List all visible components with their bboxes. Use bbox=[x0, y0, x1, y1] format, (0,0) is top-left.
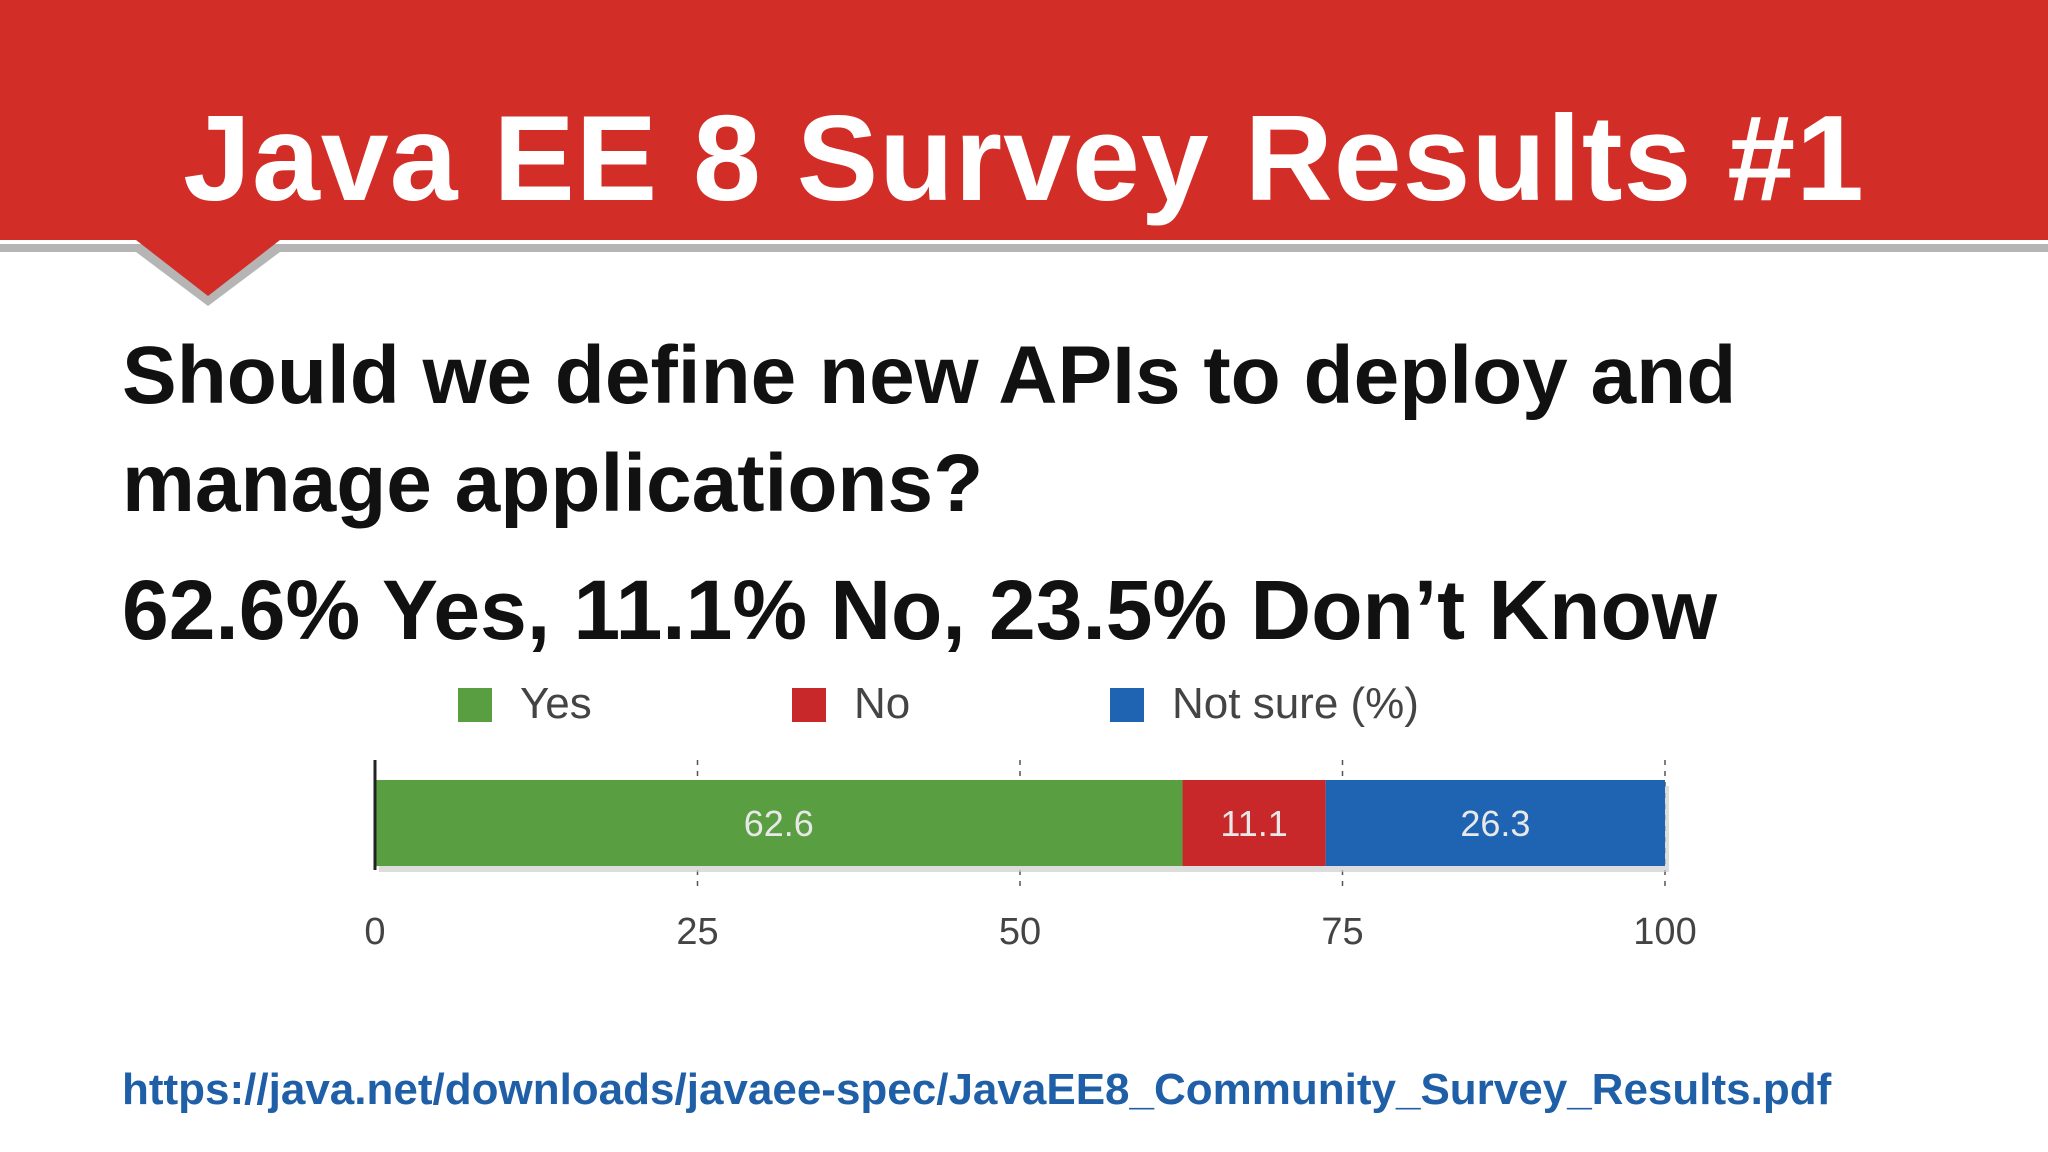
survey-question: Should we define new APIs to deploy and … bbox=[122, 322, 1822, 538]
legend-swatch-1 bbox=[792, 688, 826, 722]
banner-shadow bbox=[0, 244, 2048, 306]
legend-label-2: Not sure (%) bbox=[1172, 679, 1419, 728]
slide-title: Java EE 8 Survey Results #1 bbox=[183, 90, 1865, 226]
question-line-2: manage applications? bbox=[122, 438, 984, 529]
bar-segment-1 bbox=[1182, 780, 1326, 866]
data-label-1: 11.1 bbox=[1220, 803, 1287, 844]
source-link[interactable]: https://java.net/downloads/javaee-spec/J… bbox=[122, 1065, 1832, 1114]
x-tick-label-0: 0 bbox=[364, 911, 385, 953]
legend-swatch-2 bbox=[1110, 688, 1144, 722]
x-tick-label-1: 25 bbox=[676, 911, 718, 953]
x-tick-label-4: 100 bbox=[1633, 911, 1696, 953]
title-banner bbox=[0, 0, 2048, 306]
legend-label-0: Yes bbox=[520, 679, 592, 728]
legend-label-1: No bbox=[854, 679, 910, 728]
data-label-2: 26.3 bbox=[1460, 803, 1530, 844]
bar-segment-2 bbox=[1325, 780, 1665, 866]
data-label-0: 62.6 bbox=[744, 803, 814, 844]
x-tick-label-3: 75 bbox=[1321, 911, 1363, 953]
banner-shape bbox=[0, 0, 2048, 296]
results-summary: 62.6% Yes, 11.1% No, 23.5% Don’t Know bbox=[122, 563, 1718, 657]
x-tick-label-2: 50 bbox=[999, 911, 1041, 953]
bar-segment-0 bbox=[375, 780, 1183, 866]
legend-swatch-0 bbox=[458, 688, 492, 722]
stacked-bar-chart: Yes No Not sure (%) 62.6 11.1 26.3 0 25 50 75 100 bbox=[364, 679, 1696, 953]
question-line-1: Should we define new APIs to deploy and bbox=[122, 330, 1737, 421]
